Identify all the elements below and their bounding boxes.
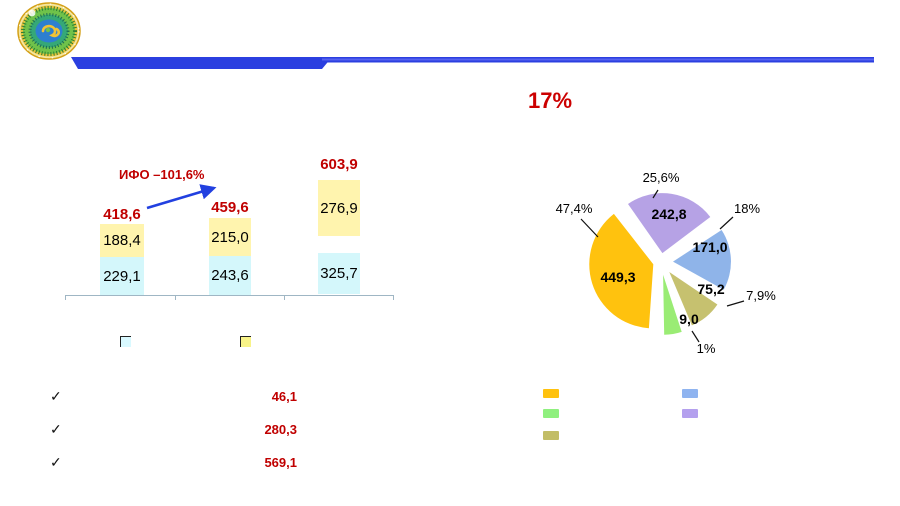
pie-value-orange: 449,3 <box>600 269 636 285</box>
bar1-top-segment: 188,4 <box>100 224 144 257</box>
bar3-bottom-value: 325,7 <box>320 265 358 282</box>
pie-legend-swatch-blue <box>682 389 698 398</box>
pie-legend-swatch-green <box>543 409 559 418</box>
bar2-top-value: 215,0 <box>211 228 249 246</box>
bar2-top-segment: 215,0 <box>209 218 251 256</box>
axis-tick <box>393 295 394 300</box>
axis-tick <box>175 295 176 300</box>
bar1-bottom-segment: 229,1 <box>100 257 144 295</box>
pie-slice <box>628 193 711 254</box>
pie-value-green: 9,0 <box>679 311 699 327</box>
checklist-value-1: 46,1 <box>271 389 297 404</box>
bar2-bottom-segment: 243,6 <box>209 256 251 295</box>
pie-slice <box>669 272 718 326</box>
bank-emblem-logo <box>17 2 81 60</box>
pie-slice <box>673 230 731 290</box>
pie-slice <box>589 213 654 329</box>
pie-value-purple: 242,8 <box>651 206 687 222</box>
bar3-top-value: 276,9 <box>320 199 358 217</box>
checkmark-icon: ✓ <box>50 421 62 437</box>
checklist-value-2: 280,3 <box>264 422 297 437</box>
trend-arrow <box>146 184 217 210</box>
bar2-total: 459,6 <box>211 199 249 216</box>
bar3-total: 603,9 <box>320 156 358 173</box>
checkmark-icon: ✓ <box>50 388 62 404</box>
bar-legend-swatch-top <box>240 336 251 347</box>
header-divider-bars <box>71 57 874 69</box>
bar3-bottom-segment: 325,7 <box>318 253 360 294</box>
bar2-bottom-value: 243,6 <box>211 267 249 284</box>
pie-pct-blue: 18% <box>733 201 761 216</box>
pie-legend-swatch-olive <box>543 431 559 440</box>
bar1-bottom-value: 229,1 <box>103 267 141 285</box>
slide-title-percent: 17% <box>527 88 573 113</box>
pie-pct-orange: 47,4% <box>555 201 593 216</box>
bar1-total: 418,6 <box>103 206 141 223</box>
pie-pct-green: 1% <box>696 341 716 356</box>
axis-tick <box>65 295 66 300</box>
bar-legend-swatch-bottom <box>120 336 131 347</box>
pie-legend-swatch-purple <box>682 409 698 418</box>
pie-pct-olive: 7,9% <box>746 288 776 303</box>
bar-chart-x-axis <box>65 295 394 296</box>
pie-legend-swatch-orange <box>543 389 559 398</box>
pie-value-blue: 171,0 <box>692 239 728 255</box>
bar1-top-value: 188,4 <box>103 232 141 249</box>
checkmark-icon: ✓ <box>50 454 62 470</box>
pie-chart <box>580 189 745 343</box>
ifo-annotation: ИФО –101,6% <box>119 167 205 182</box>
axis-tick <box>284 295 285 300</box>
bar3-top-segment: 276,9 <box>318 180 360 236</box>
header-thick-bar <box>71 57 332 69</box>
pie-slice <box>663 274 682 335</box>
pie-leader-lines <box>580 189 745 343</box>
pie-value-olive: 75,2 <box>697 281 725 297</box>
checklist-value-3: 569,1 <box>264 455 297 470</box>
pie-pct-purple: 25,6% <box>642 170 680 185</box>
